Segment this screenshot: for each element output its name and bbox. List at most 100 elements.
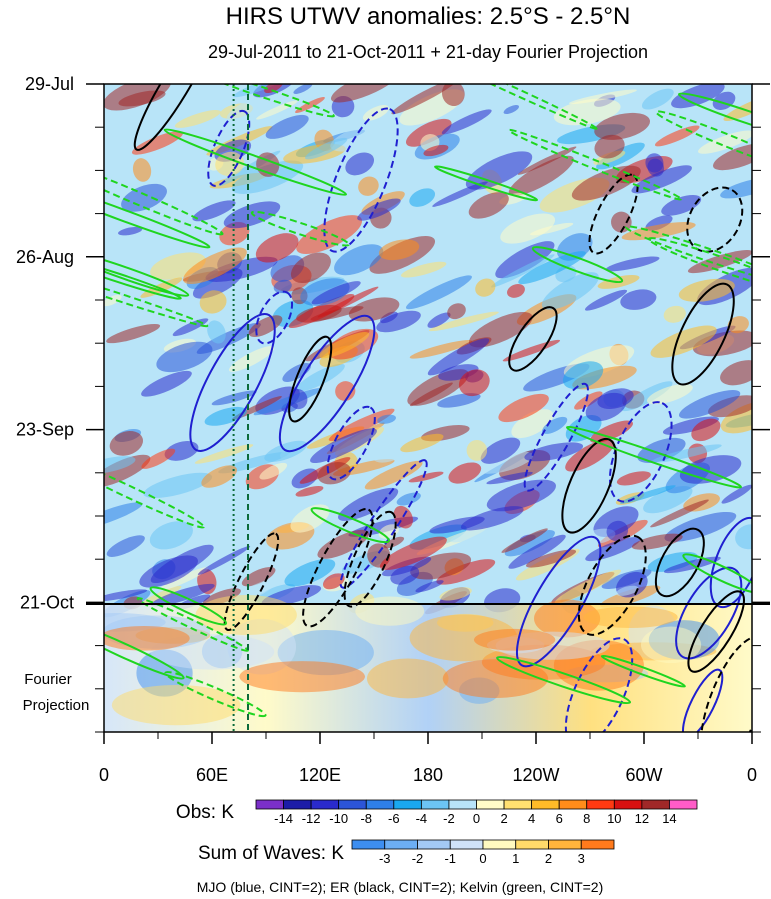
colorbar-tick-label: 4 [528, 811, 535, 826]
colorbar-swatch [310, 799, 340, 810]
mjo-contour [523, 382, 589, 492]
x-tick-label: 60W [625, 765, 662, 785]
colorbar-tick-label: -2 [412, 851, 424, 866]
obs-anomaly-blob [441, 109, 492, 135]
colorbar-tick-label: -8 [360, 811, 372, 826]
obs-anomaly-blob [296, 363, 345, 392]
kelvin-contour [625, 225, 752, 284]
obs-anomaly-blob [616, 471, 651, 486]
obs-anomaly-blob [720, 177, 752, 199]
mjo-contour [189, 313, 276, 452]
mjo-contour [608, 401, 673, 503]
obs-anomaly-blob [542, 416, 568, 434]
er-contour [588, 173, 639, 255]
obs-anomaly-blob [211, 390, 257, 406]
obs-anomaly-blob [508, 534, 566, 569]
obs-anomaly-blob [713, 143, 752, 171]
obs-anomaly-blob [423, 144, 449, 157]
kelvin-contour [310, 507, 390, 544]
obs-anomaly-blob [104, 502, 143, 530]
obs-anomaly-field [104, 84, 752, 618]
colorbar-tick-label: 12 [635, 811, 649, 826]
mjo-contour [682, 668, 724, 732]
colorbar-tick-label: 1 [512, 851, 519, 866]
obs-anomaly-blob [322, 573, 345, 590]
kelvin-contour [250, 210, 350, 247]
kelvin-contour [104, 255, 182, 300]
kelvin-contour [677, 92, 752, 141]
obs-anomaly-blob [735, 524, 752, 550]
obs-anomaly-blob [687, 250, 752, 274]
obs-anomaly-blob [141, 370, 192, 397]
obs-anomaly-blob [450, 525, 498, 543]
obs-anomaly-blob [104, 294, 122, 307]
colorbar-swatch [482, 839, 517, 850]
obs-anomaly-blob [637, 437, 686, 463]
obs-anomaly-blob [721, 484, 752, 504]
obs-anomaly-blob [400, 433, 444, 453]
projection-anomaly-blob [640, 626, 702, 664]
obs-anomaly-blob [643, 486, 693, 514]
chart-title: HIRS UTWV anomalies: 2.5°S - 2.5°N [226, 3, 631, 30]
obs-anomaly-blob [183, 247, 247, 285]
colorbar-tick-label: -12 [302, 811, 321, 826]
obs-anomaly-blob [436, 559, 496, 585]
colorbar-tick-label: -10 [329, 811, 348, 826]
obs-anomaly-blob [585, 392, 627, 422]
waves-colorbar-label: Sum of Waves: K [198, 843, 344, 864]
obs-anomaly-blob [631, 165, 692, 194]
projection-anomaly-blob [366, 658, 449, 699]
colorbar-swatch [515, 839, 549, 850]
obs-anomaly-blob [448, 462, 482, 484]
projection-anomaly-field [104, 594, 720, 726]
colorbar-tick-label: -4 [416, 811, 428, 826]
colorbar-swatch [558, 799, 588, 810]
colorbar-swatch [503, 799, 533, 810]
obs-anomaly-blob [507, 283, 525, 298]
er-contour [561, 437, 617, 534]
colorbar-swatch [613, 799, 643, 810]
colorbar-swatch [384, 839, 418, 850]
kelvin-contour [104, 157, 224, 236]
obs-anomaly-blob [615, 585, 639, 596]
er-contour [577, 534, 647, 636]
projection-anomaly-blob [473, 628, 556, 651]
kelvin-contour [600, 654, 686, 688]
obs-anomaly-blob [647, 158, 665, 177]
obs-anomaly-blob [465, 151, 533, 190]
obs-anomaly-blob [647, 551, 698, 572]
er-contour [288, 335, 333, 423]
obs-anomaly-blob [562, 361, 604, 390]
obs-anomaly-blob [378, 239, 420, 261]
er-contour [671, 282, 735, 386]
obs-anomaly-blob [150, 387, 220, 411]
mjo-contour [515, 535, 602, 668]
colorbar-swatch [255, 799, 284, 810]
obs-anomaly-blob [381, 556, 432, 577]
obs-anomaly-blob [284, 559, 336, 587]
er-contour [508, 306, 558, 372]
obs-anomaly-blob [104, 589, 148, 602]
projection-anomaly-blob [583, 606, 678, 628]
obs-anomaly-blob [330, 121, 401, 152]
obs-anomaly-blob [415, 580, 444, 593]
colorbar-swatch [338, 799, 367, 810]
obs-anomaly-blob [241, 566, 276, 587]
x-tick-label: 0 [99, 765, 109, 785]
x-axis: 0 60E 120E 180 120W 60W 0 [99, 732, 757, 785]
obs-anomaly-blob [584, 289, 628, 311]
colorbar-tick-label: -3 [379, 851, 391, 866]
er-contour [699, 635, 752, 732]
obs-anomaly-blob [317, 529, 370, 559]
obs-anomaly-blob [479, 451, 534, 474]
obs-anomaly-blob [350, 364, 415, 387]
obs-anomaly-blob [427, 338, 490, 376]
colorbar-swatch [531, 799, 560, 810]
colorbar-swatch [417, 839, 451, 850]
obs-anomaly-blob [288, 294, 355, 329]
plot-area [104, 84, 752, 732]
obs-anomaly-blob [698, 130, 752, 154]
obs-anomaly-blob [311, 281, 361, 305]
kelvin-contour [192, 84, 335, 118]
kelvin-contour [104, 620, 185, 680]
